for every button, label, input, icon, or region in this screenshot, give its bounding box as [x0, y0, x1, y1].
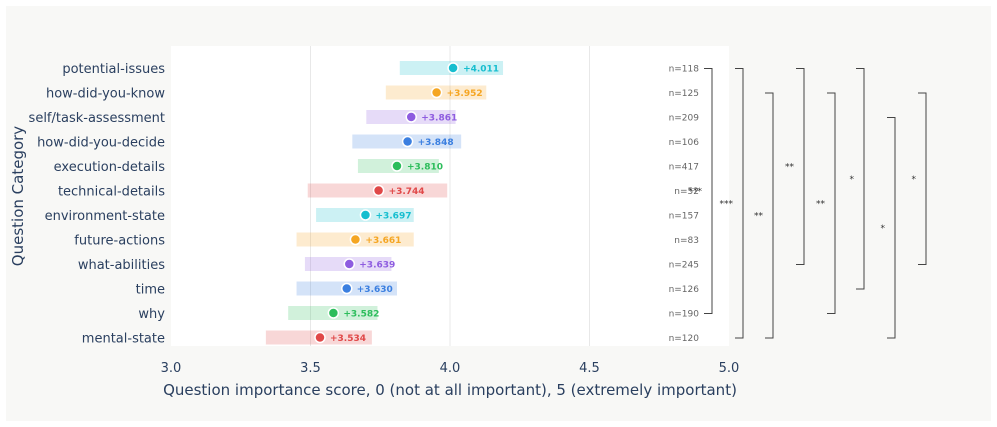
significance-stars: *** — [689, 187, 703, 197]
mean-point — [401, 135, 414, 148]
chart: 3.0 3.5 4.0 4.5 5.0 +4.011 potential-issues n=… — [9, 46, 927, 399]
mean-point — [327, 307, 340, 319]
value-label: +3.952 — [447, 89, 483, 99]
category-label: time — [136, 283, 165, 298]
category-label: future-actions — [74, 234, 165, 249]
value-label: +3.744 — [389, 187, 425, 197]
category-label: why — [138, 307, 165, 322]
value-label: +3.582 — [343, 310, 379, 320]
value-label: +3.630 — [357, 285, 393, 295]
significance-brackets: *************** — [689, 68, 927, 339]
category-label: how-did-you-decide — [37, 136, 165, 151]
category-label: self/task-assessment — [29, 111, 165, 126]
n-label: n=120 — [669, 334, 700, 344]
n-label: n=106 — [669, 138, 700, 148]
chart-frame: 3.0 3.5 4.0 4.5 5.0 +4.011 potential-issues n=… — [6, 6, 991, 421]
mean-point — [343, 258, 356, 270]
data-rows: +4.011 potential-issues n=118 +3.952 how-did… — [29, 61, 700, 347]
n-label: n=190 — [669, 310, 700, 320]
value-label: +4.011 — [463, 65, 499, 75]
mean-point — [391, 160, 403, 172]
mean-point — [430, 86, 443, 99]
value-label: +3.848 — [418, 138, 454, 148]
significance-stars: ** — [816, 199, 826, 209]
significance-bracket — [918, 92, 927, 265]
n-label: n=157 — [669, 212, 699, 222]
x-axis-label: Question importance score, 0 (not at all… — [163, 381, 737, 399]
significance-stars: * — [850, 175, 855, 185]
significance-bracket — [827, 92, 836, 314]
x-tick-label: 4.0 — [440, 361, 461, 376]
mean-point — [314, 331, 326, 344]
value-label: +3.534 — [330, 334, 366, 344]
category-label: how-did-you-know — [46, 87, 165, 102]
value-label: +3.810 — [407, 163, 443, 173]
category-label: what-abilities — [78, 258, 165, 273]
significance-stars: ** — [754, 212, 764, 222]
value-label: +3.639 — [359, 261, 395, 271]
n-label: n=126 — [669, 285, 700, 295]
significance-stars: * — [881, 224, 886, 234]
n-label: n=245 — [669, 261, 699, 271]
value-label: +3.661 — [365, 236, 401, 246]
category-label: execution-details — [54, 160, 166, 175]
mean-point — [372, 184, 385, 197]
x-tick-label: 3.5 — [300, 361, 321, 376]
category-label: environment-state — [45, 209, 165, 224]
mean-point — [447, 62, 459, 74]
mean-point — [405, 111, 417, 123]
gridlines — [310, 46, 590, 346]
significance-stars: *** — [720, 199, 734, 209]
n-label: n=417 — [669, 163, 699, 173]
x-tick-label: 3.0 — [161, 361, 182, 376]
category-label: technical-details — [58, 185, 165, 200]
n-label: n=125 — [669, 89, 699, 99]
x-ticks: 3.0 3.5 4.0 4.5 5.0 — [161, 361, 740, 376]
mean-point — [341, 282, 353, 295]
value-label: +3.861 — [421, 114, 457, 124]
significance-bracket — [796, 68, 805, 265]
significance-bracket — [887, 117, 896, 339]
x-tick-label: 5.0 — [719, 361, 740, 376]
y-axis-label: Question Category — [9, 126, 27, 266]
n-label: n=209 — [669, 114, 700, 124]
n-label: n=83 — [674, 236, 699, 246]
significance-bracket — [856, 68, 865, 290]
significance-bracket — [704, 68, 713, 314]
significance-stars: ** — [785, 163, 795, 173]
category-label: mental-state — [82, 332, 165, 347]
significance-bracket — [765, 92, 774, 339]
significance-bracket — [735, 68, 744, 339]
mean-point — [349, 233, 362, 246]
n-label: n=118 — [669, 65, 700, 75]
x-tick-label: 4.5 — [579, 361, 600, 376]
n-label: n=52 — [674, 187, 699, 197]
category-label: potential-issues — [62, 62, 165, 77]
significance-stars: * — [912, 175, 917, 185]
mean-point — [359, 209, 372, 221]
value-label: +3.697 — [375, 212, 411, 222]
